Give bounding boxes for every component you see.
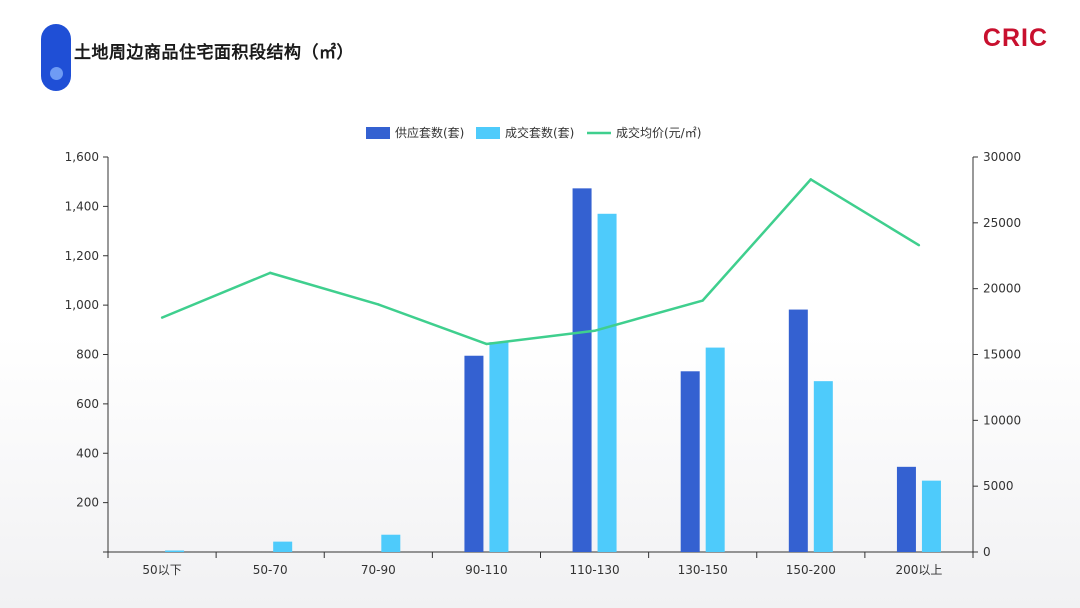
right-tick-label: 5000 — [983, 479, 1014, 493]
price-point — [268, 271, 272, 275]
right-tick-label: 30000 — [983, 150, 1021, 164]
price-point — [377, 303, 380, 306]
x-tick-label: 50以下 — [142, 563, 181, 577]
left-tick-label: 400 — [76, 446, 99, 460]
deal-bar — [489, 342, 509, 552]
x-tick-label: 150-200 — [786, 563, 836, 577]
deal-bar — [813, 381, 833, 552]
x-tick-label: 70-90 — [361, 563, 396, 577]
price-point — [701, 299, 704, 302]
deal-bar — [273, 541, 293, 552]
legend-supply-label: 供应套数(套) — [395, 125, 464, 140]
price-point — [593, 329, 596, 332]
left-tick-label: 1,400 — [65, 199, 99, 213]
price-point — [809, 178, 813, 181]
supply-bar — [680, 371, 700, 552]
supply-bar — [464, 355, 484, 552]
deal-bar — [921, 480, 941, 552]
x-tick-label: 110-130 — [569, 563, 619, 577]
left-tick-label: 800 — [76, 348, 99, 362]
right-tick-label: 20000 — [983, 282, 1021, 296]
x-tick-label: 200以上 — [895, 563, 942, 577]
legend-deal-swatch — [476, 127, 500, 139]
right-tick-label: 0 — [983, 545, 991, 559]
cric-logo: CRIC — [982, 24, 1048, 52]
deal-bar — [381, 534, 401, 552]
left-tick-label: 1,000 — [65, 298, 99, 312]
x-tick-label: 90-110 — [465, 563, 508, 577]
deal-bar — [165, 550, 185, 552]
right-tick-label: 15000 — [983, 348, 1021, 362]
supply-bar — [896, 466, 916, 552]
price-point — [160, 316, 164, 319]
supply-bar — [572, 188, 592, 552]
title-badge — [41, 24, 71, 91]
supply-bar — [788, 309, 808, 552]
price-point — [917, 244, 921, 247]
x-tick-label: 50-70 — [253, 563, 288, 577]
legend-supply-swatch — [366, 127, 390, 139]
legend-price-label: 成交均价(元/㎡) — [616, 125, 701, 140]
deal-bar — [705, 347, 725, 552]
left-tick-label: 1,200 — [65, 249, 99, 263]
right-tick-label: 25000 — [983, 216, 1021, 230]
price-point — [485, 342, 488, 346]
price-line — [161, 178, 920, 346]
x-tick-label: 130-150 — [678, 563, 728, 577]
left-tick-label: 200 — [76, 496, 99, 510]
left-tick-label: 1,600 — [65, 150, 99, 164]
right-tick-label: 10000 — [983, 413, 1021, 427]
legend-deal-label: 成交套数(套) — [505, 125, 574, 140]
page-title: 土地周边商品住宅面积段结构（㎡） — [74, 43, 354, 63]
deal-bar — [597, 213, 617, 552]
left-tick-label: 600 — [76, 397, 99, 411]
badge-dot — [50, 67, 63, 80]
